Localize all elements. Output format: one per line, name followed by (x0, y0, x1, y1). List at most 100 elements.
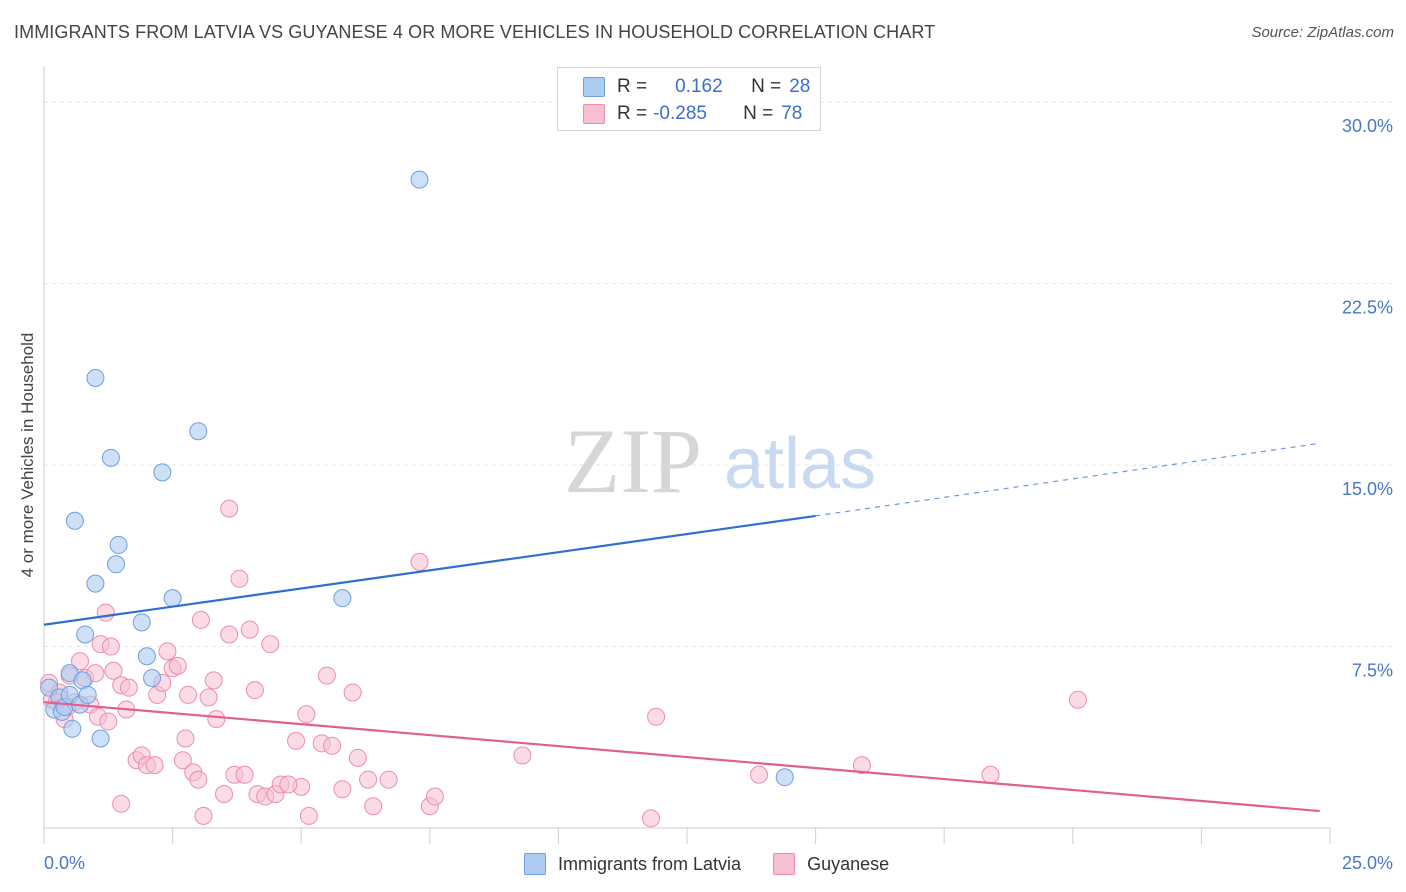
guyanese-point[interactable] (191, 610, 210, 629)
guyanese-point[interactable] (207, 710, 226, 729)
guyanese-point[interactable] (317, 666, 336, 685)
guyanese-point[interactable] (145, 756, 164, 775)
latvia-point[interactable] (109, 535, 128, 554)
guyanese-point[interactable] (245, 681, 264, 700)
legend-n-label: N = (743, 103, 774, 124)
latvia-point[interactable] (163, 589, 182, 608)
guyanese-trend-line (43, 701, 1320, 813)
latvia-point[interactable] (76, 625, 95, 644)
guyanese-point[interactable] (112, 794, 131, 813)
guyanese-point[interactable] (279, 775, 298, 794)
guyanese-point[interactable] (333, 780, 352, 799)
guyanese-point[interactable] (287, 731, 306, 750)
guyanese-point[interactable] (343, 683, 362, 702)
legend-item-guyanese[interactable]: Guyanese (773, 853, 889, 875)
guyanese-point[interactable] (852, 756, 871, 775)
guyanese-point[interactable] (379, 770, 398, 789)
latvia-point[interactable] (137, 647, 156, 666)
guyanese-point[interactable] (513, 746, 532, 765)
guyanese-point[interactable] (230, 569, 249, 588)
guyanese-point[interactable] (179, 685, 198, 704)
x-tick-label-min: 0.0% (44, 853, 85, 873)
guyanese-point[interactable] (1068, 690, 1087, 709)
guyanese-point[interactable] (261, 635, 280, 654)
y-tick-label: 7.5% (1352, 661, 1393, 681)
latvia-trend-extension (815, 442, 1320, 517)
latvia-point[interactable] (410, 170, 429, 189)
legend-label-latvia: Immigrants from Latvia (558, 853, 742, 874)
latvia-point[interactable] (78, 685, 97, 704)
source-credit: Source: ZipAtlas.com (1251, 24, 1394, 41)
correlation-legend: R = 0.162 N = 28 R = -0.285 N = 78 (557, 67, 821, 131)
y-tick-label: 15.0% (1342, 479, 1393, 499)
latvia-point[interactable] (143, 669, 162, 687)
legend-row-latvia: R = 0.162 N = 28 (583, 76, 810, 98)
grid-lines (44, 101, 1392, 648)
legend-label-guyanese: Guyanese (807, 853, 890, 874)
tick-labels: 7.5% 15.0% 22.5% 30.0% 0.0% 25.0% (44, 116, 1393, 873)
latvia-point[interactable] (101, 448, 120, 467)
guyanese-point[interactable] (240, 620, 259, 639)
guyanese-point[interactable] (189, 770, 208, 789)
guyanese-point[interactable] (194, 806, 213, 825)
guyanese-point[interactable] (235, 765, 254, 784)
latvia-point[interactable] (91, 729, 110, 748)
x-tick-label-max: 25.0% (1342, 853, 1393, 873)
guyanese-point[interactable] (119, 678, 138, 697)
latvia-point[interactable] (775, 768, 794, 787)
series-latvia-points (40, 170, 794, 787)
guyanese-point[interactable] (99, 712, 118, 731)
guyanese-point[interactable] (176, 729, 195, 748)
guyanese-point[interactable] (220, 625, 239, 644)
guyanese-point[interactable] (199, 688, 218, 707)
latvia-point[interactable] (65, 511, 84, 530)
latvia-point[interactable] (132, 613, 151, 632)
guyanese-point[interactable] (299, 806, 318, 825)
latvia-point[interactable] (153, 463, 172, 482)
guyanese-point[interactable] (750, 765, 769, 784)
legend-n-value-guyanese: 78 (781, 103, 803, 124)
latvia-point[interactable] (63, 719, 82, 738)
guyanese-point[interactable] (104, 661, 123, 680)
legend-n-label: N = (751, 76, 782, 97)
legend-item-latvia[interactable]: Immigrants from Latvia (524, 853, 741, 875)
guyanese-point[interactable] (647, 707, 666, 726)
legend-r-value-guyanese: -0.285 (653, 103, 707, 124)
series-legend: Immigrants from Latvia Guyanese (524, 853, 921, 875)
legend-row-guyanese: R = -0.285 N = 78 (583, 103, 802, 125)
guyanese-point[interactable] (323, 736, 342, 755)
guyanese-point[interactable] (359, 770, 378, 789)
latvia-point[interactable] (86, 574, 105, 593)
guyanese-point[interactable] (410, 552, 429, 571)
guyanese-point[interactable] (348, 748, 367, 767)
guyanese-point[interactable] (71, 652, 90, 671)
guyanese-point[interactable] (158, 642, 177, 661)
latvia-swatch (583, 77, 605, 97)
latvia-point[interactable] (107, 555, 126, 574)
latvia-legend-swatch (524, 853, 546, 875)
watermark-zip: ZIP (564, 410, 702, 512)
guyanese-point[interactable] (364, 797, 383, 816)
guyanese-point[interactable] (173, 751, 192, 770)
legend-r-value-latvia: 0.162 (675, 76, 723, 97)
latvia-point[interactable] (86, 369, 105, 387)
guyanese-point[interactable] (297, 705, 316, 724)
guyanese-point[interactable] (101, 637, 120, 656)
guyanese-point[interactable] (215, 785, 234, 804)
guyanese-legend-swatch (773, 853, 796, 875)
trend-lines (43, 442, 1320, 813)
guyanese-point[interactable] (425, 787, 444, 806)
guyanese-point[interactable] (981, 765, 1000, 784)
latvia-point[interactable] (189, 422, 208, 441)
latvia-point[interactable] (333, 589, 352, 608)
watermark-atlas: atlas (724, 424, 876, 504)
guyanese-point[interactable] (641, 809, 660, 828)
guyanese-point[interactable] (96, 603, 115, 622)
legend-r-label: R = (617, 103, 648, 124)
guyanese-point[interactable] (168, 656, 187, 675)
legend-r-label: R = (617, 76, 648, 97)
guyanese-point[interactable] (220, 499, 239, 518)
guyanese-swatch (583, 104, 605, 124)
guyanese-point[interactable] (204, 671, 223, 690)
